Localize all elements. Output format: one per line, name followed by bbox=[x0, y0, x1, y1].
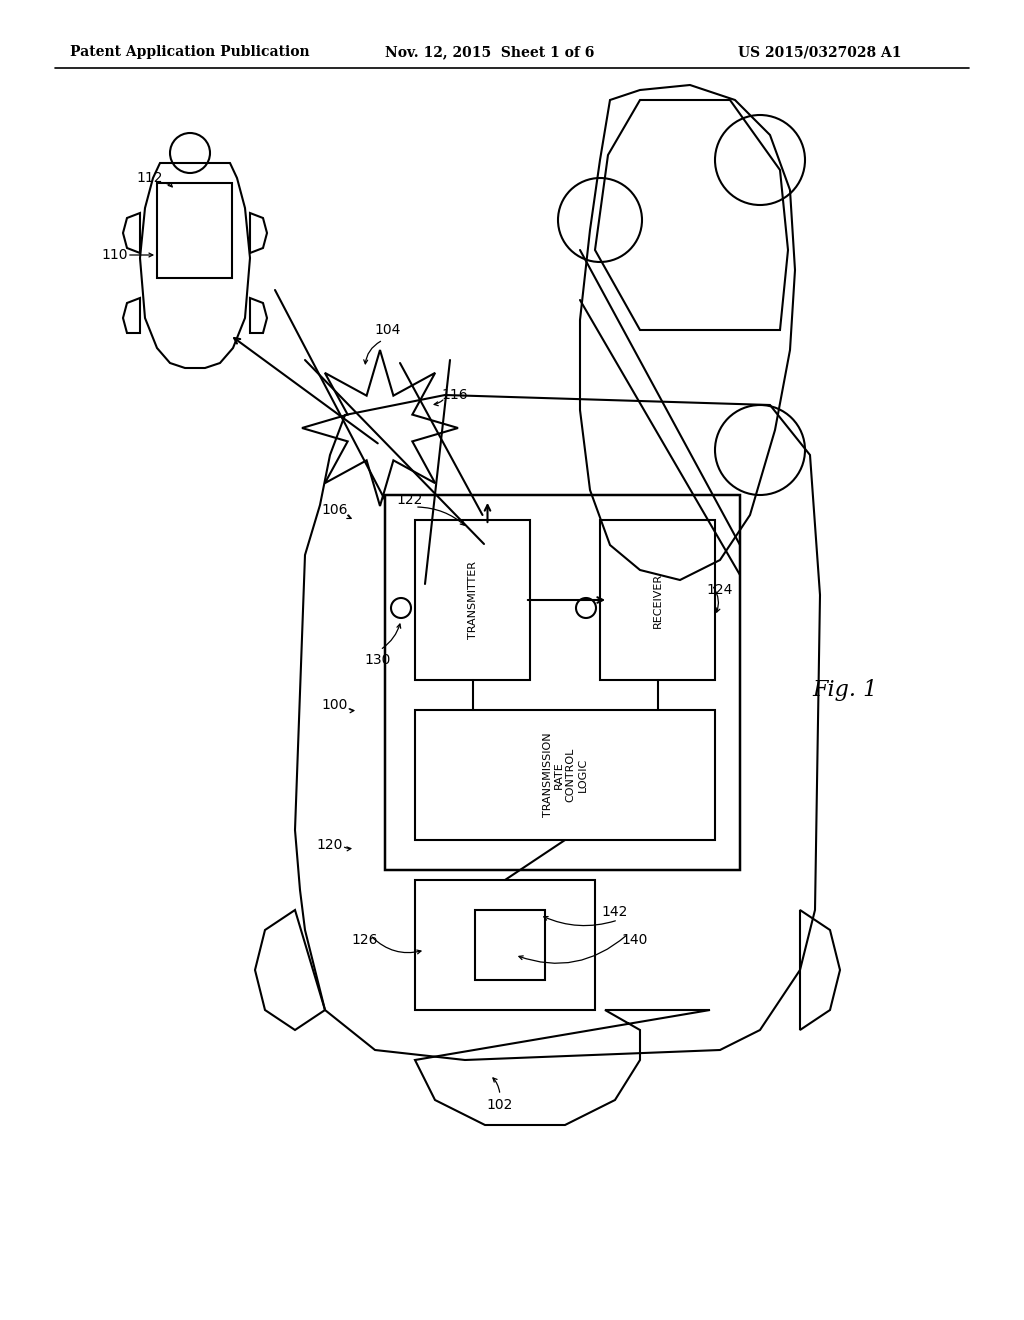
Text: RECEIVER: RECEIVER bbox=[652, 573, 663, 627]
Text: 112: 112 bbox=[137, 172, 163, 185]
Text: 104: 104 bbox=[375, 323, 401, 337]
FancyBboxPatch shape bbox=[157, 183, 232, 279]
Text: TRANSMISSION
RATE
CONTROL
LOGIC: TRANSMISSION RATE CONTROL LOGIC bbox=[543, 733, 588, 817]
Text: 102: 102 bbox=[486, 1098, 513, 1111]
Text: 142: 142 bbox=[602, 906, 628, 919]
Text: Patent Application Publication: Patent Application Publication bbox=[71, 45, 310, 59]
Text: Fig. 1: Fig. 1 bbox=[812, 678, 878, 701]
Text: 110: 110 bbox=[101, 248, 128, 261]
Text: US 2015/0327028 A1: US 2015/0327028 A1 bbox=[738, 45, 902, 59]
Text: 122: 122 bbox=[397, 492, 423, 507]
Text: 120: 120 bbox=[316, 838, 343, 851]
Text: 116: 116 bbox=[441, 388, 468, 403]
Text: 140: 140 bbox=[622, 933, 648, 946]
Text: 124: 124 bbox=[707, 583, 733, 597]
Text: 100: 100 bbox=[322, 698, 348, 711]
Text: TRANSMITTER: TRANSMITTER bbox=[468, 561, 477, 639]
Text: 106: 106 bbox=[322, 503, 348, 517]
Text: 130: 130 bbox=[365, 653, 391, 667]
Text: 126: 126 bbox=[352, 933, 378, 946]
Text: Nov. 12, 2015  Sheet 1 of 6: Nov. 12, 2015 Sheet 1 of 6 bbox=[385, 45, 595, 59]
